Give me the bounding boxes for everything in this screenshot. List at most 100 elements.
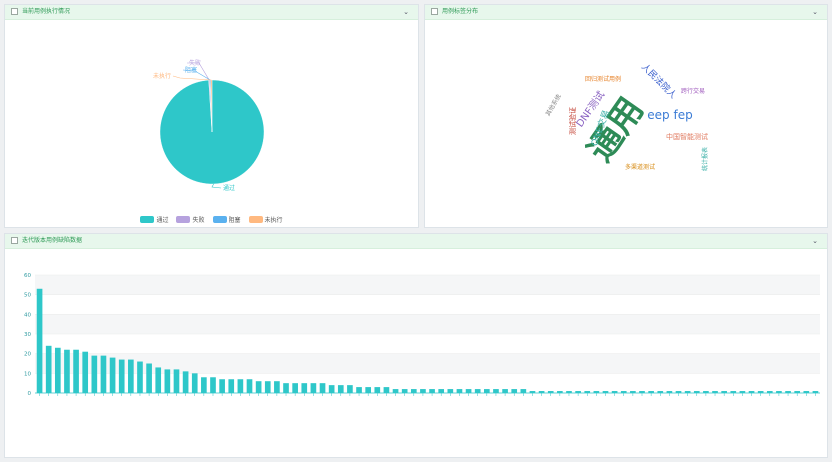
bar[interactable] [228,379,235,393]
word-cloud-word[interactable]: 人民法院人 [639,61,679,101]
bar[interactable] [337,385,344,393]
legend-item[interactable]: 未执行 [248,215,283,224]
word-cloud-word[interactable]: 测试验证 [568,107,577,135]
bar[interactable] [64,349,70,393]
bar[interactable] [493,389,499,393]
bar[interactable] [766,391,773,393]
bar[interactable] [237,379,244,393]
bar[interactable] [730,391,737,393]
bar[interactable] [328,385,335,393]
bar[interactable] [456,389,463,393]
bar[interactable] [776,391,782,393]
pie-panel-header[interactable]: 当前用例执行情况 ⌄ [5,5,418,20]
legend-item[interactable]: 失败 [176,215,205,224]
bar[interactable] [657,391,664,393]
bar[interactable] [693,391,700,393]
bar[interactable] [438,389,445,393]
bar[interactable] [511,389,518,393]
bar[interactable] [118,359,125,393]
bar[interactable] [219,379,225,393]
bar[interactable] [73,349,79,393]
bar[interactable] [210,377,216,393]
bar[interactable] [374,387,381,393]
bar[interactable] [420,389,426,393]
bar[interactable] [429,389,435,393]
bar[interactable] [712,391,718,393]
bar[interactable] [356,387,362,393]
bar[interactable] [410,389,417,393]
bar[interactable] [648,391,654,393]
word-cloud-word[interactable]: eep fep [647,108,692,122]
chevron-down-icon[interactable]: ⌄ [812,8,818,16]
wordcloud-panel-header[interactable]: 用例标签分布 ⌄ [425,5,827,20]
word-cloud-word[interactable]: 跨行交易 [681,87,705,95]
bar[interactable] [365,387,371,393]
bar[interactable] [611,391,618,393]
chevron-down-icon[interactable]: ⌄ [403,8,409,16]
bar[interactable] [474,389,481,393]
bar[interactable] [173,369,180,393]
bar[interactable] [465,389,472,393]
bar[interactable] [630,391,636,393]
legend-item[interactable]: 阻塞 [212,215,241,224]
bar[interactable] [109,357,116,393]
bar-panel-header[interactable]: 迭代版本用例缺陷数据 ⌄ [5,234,827,249]
bar[interactable] [264,381,271,393]
bar[interactable] [146,363,152,394]
bar[interactable] [182,371,189,393]
bar[interactable] [593,391,600,393]
bar[interactable] [566,391,572,393]
bar[interactable] [401,389,408,393]
word-cloud-word[interactable]: 其他系统 [544,93,563,118]
bar[interactable] [703,391,709,393]
bar[interactable] [283,383,289,393]
bar[interactable] [82,351,89,393]
bar[interactable] [274,381,280,393]
bar[interactable] [584,391,591,393]
bar[interactable] [748,391,755,393]
bar[interactable] [155,367,162,393]
chevron-down-icon[interactable]: ⌄ [812,237,818,245]
bar[interactable] [392,389,399,393]
bar[interactable] [684,391,691,393]
bar[interactable] [666,391,673,393]
bar[interactable] [292,383,298,393]
legend-item[interactable]: 通过 [140,215,168,224]
bar[interactable] [721,391,727,393]
word-cloud-word[interactable]: 统计报表 [701,147,709,171]
bar[interactable] [310,383,317,393]
word-cloud-word[interactable]: 多渠道测试 [625,163,655,171]
bar[interactable] [91,355,98,393]
bar[interactable] [484,389,490,393]
word-cloud-word[interactable]: 回归测试用例 [585,75,621,83]
bar[interactable] [100,355,107,393]
bar[interactable] [785,391,791,393]
bar[interactable] [575,391,581,393]
bar[interactable] [255,381,262,393]
bar[interactable] [347,385,353,393]
bar[interactable] [529,391,536,393]
bar[interactable] [128,359,134,393]
bar[interactable] [639,391,645,393]
bar-panel-checkbox[interactable] [11,237,18,244]
bar[interactable] [520,389,527,393]
bar[interactable] [812,391,819,393]
bar[interactable] [383,387,390,393]
bar[interactable] [739,391,746,393]
bar[interactable] [538,391,545,393]
word-cloud-word[interactable]: 中国智能测试 [666,132,708,141]
bar[interactable] [164,369,171,393]
bar[interactable] [36,288,43,393]
bar[interactable] [757,391,764,393]
bar[interactable] [447,389,454,393]
bar[interactable] [675,391,682,393]
bar[interactable] [301,383,308,393]
bar[interactable] [54,347,61,393]
pie-panel-checkbox[interactable] [11,8,18,15]
bar[interactable] [45,345,52,393]
bar[interactable] [794,391,801,393]
wordcloud-panel-checkbox[interactable] [431,8,438,15]
bar[interactable] [191,373,198,393]
bar[interactable] [602,391,609,393]
bar[interactable] [201,377,207,393]
